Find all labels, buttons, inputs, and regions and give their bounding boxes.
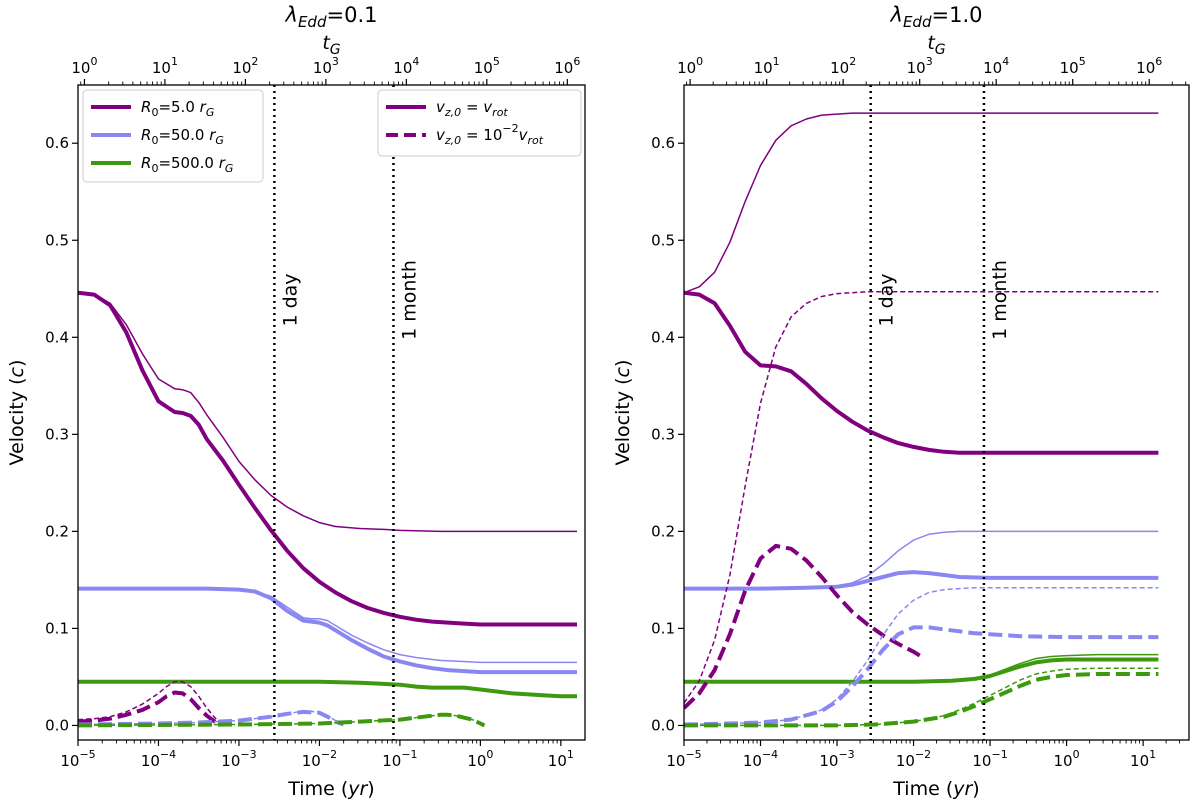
top-tick-label: 104	[983, 55, 1009, 77]
series-line-1	[78, 290, 577, 627]
x-tick-label: 100	[467, 748, 493, 770]
y-tick-label: 0.1	[651, 619, 675, 637]
top-tick-label: 101	[754, 55, 780, 77]
x-tick-label: 101	[1130, 748, 1156, 770]
y-tick-label: 0.2	[45, 522, 69, 540]
y-tick-label: 0.0	[45, 716, 69, 734]
x-tick-label: 10−3	[819, 748, 854, 770]
series-line-5	[684, 657, 1159, 684]
series-line-5	[78, 679, 577, 699]
x-axis-label: Time (yr)	[287, 778, 374, 800]
x-tick-label: 101	[548, 748, 574, 770]
y-tick-label: 0.6	[45, 134, 69, 152]
series-line-3	[684, 570, 1159, 591]
y-axis-label: Velocity (c)	[6, 360, 28, 466]
series-line-8	[684, 586, 1159, 726]
top-tick-label: 102	[830, 55, 856, 77]
legend-style: vz,0 = vrot vz,0 = 10−2vrot	[377, 89, 582, 157]
series-line-6	[684, 290, 1159, 704]
top-tick-label: 106	[554, 55, 580, 77]
chart-title: λEdd=0.1	[285, 3, 378, 31]
series-line-9	[684, 625, 1159, 727]
y-tick-label: 0.3	[45, 425, 69, 443]
x-tick-label: 10−5	[666, 748, 701, 770]
plot-frame	[77, 84, 586, 741]
x-tick-label: 10−4	[141, 748, 176, 770]
legend-box	[377, 89, 582, 157]
y-tick-label: 0.2	[651, 522, 675, 540]
top-axis-label: tG	[927, 32, 945, 58]
series-line-3	[78, 586, 577, 675]
x-tick-label: 10−4	[743, 748, 778, 770]
x-tick-label: 10−2	[302, 748, 337, 770]
top-tick-label: 105	[474, 55, 500, 77]
top-tick-label: 106	[1136, 55, 1162, 77]
series-line-11	[684, 672, 1159, 728]
top-tick-label: 103	[907, 55, 933, 77]
series-line-11	[78, 712, 486, 728]
y-tick-label: 0.4	[45, 328, 69, 346]
legend-item-label: vz,0 = vrot	[436, 98, 508, 119]
x-tick-label: 100	[1054, 748, 1080, 770]
legend-item-label: R0=50.0 rG	[141, 126, 224, 147]
top-tick-label: 100	[71, 55, 97, 77]
x-tick-label: 10−2	[896, 748, 931, 770]
x-tick-label: 10−5	[60, 748, 95, 770]
vline-label-0: 1 day	[279, 273, 301, 326]
top-tick-label: 100	[677, 55, 703, 77]
y-tick-label: 0.5	[651, 231, 675, 249]
panel-right: 1 day 1 month 0.0 0.1 0.2 0.3 0.4 0.5 0.6 10−5 10−…	[612, 3, 1190, 800]
x-tick-label: 10−3	[221, 748, 256, 770]
series-line-1	[684, 290, 1159, 455]
series-group	[78, 290, 577, 728]
legend-item-label: R0=500.0 rG	[141, 154, 233, 175]
y-axis-label: Velocity (c)	[612, 360, 634, 466]
y-tick-label: 0.3	[651, 425, 675, 443]
series-group	[684, 112, 1159, 728]
legend-radius: R0=5.0 rG R0=50.0 rG R0=500.0 rG	[82, 89, 264, 183]
x-tick-label: 10−1	[972, 748, 1007, 770]
plot-frame	[683, 84, 1190, 741]
y-tick-label: 0.0	[651, 716, 675, 734]
x-axis-label: Time (yr)	[892, 778, 979, 800]
legend-item-label: R0=5.0 rG	[141, 98, 214, 119]
series-line-2	[684, 530, 1159, 590]
panel-left: 1 day 1 month 0.0 0.1 0.2 0.3 0.4 0.5 0.6 10−5 10−…	[6, 3, 586, 800]
y-tick-label: 0.5	[45, 231, 69, 249]
top-tick-label: 102	[232, 55, 258, 77]
legend-item-label: vz,0 = 10−2vrot	[436, 122, 544, 147]
legend-box	[82, 89, 264, 183]
series-line-10	[684, 667, 1159, 727]
series-line-0	[78, 291, 577, 533]
series-line-0	[684, 112, 1159, 294]
series-line-7	[78, 690, 223, 727]
vline-label-0: 1 day	[876, 273, 898, 326]
vline-label-1: 1 month	[398, 260, 420, 340]
y-tick-label: 0.4	[651, 328, 675, 346]
top-tick-label: 101	[152, 55, 178, 77]
y-tick-label: 0.1	[45, 619, 69, 637]
y-tick-label: 0.6	[651, 134, 675, 152]
top-axis-label: tG	[322, 32, 340, 58]
chart-title: λEdd=1.0	[890, 3, 983, 31]
x-tick-label: 10−1	[382, 748, 417, 770]
top-tick-label: 105	[1060, 55, 1086, 77]
series-line-7	[684, 543, 923, 710]
top-tick-label: 104	[393, 55, 419, 77]
top-tick-label: 103	[313, 55, 339, 77]
vline-label-1: 1 month	[989, 260, 1011, 340]
series-line-6	[78, 681, 222, 725]
